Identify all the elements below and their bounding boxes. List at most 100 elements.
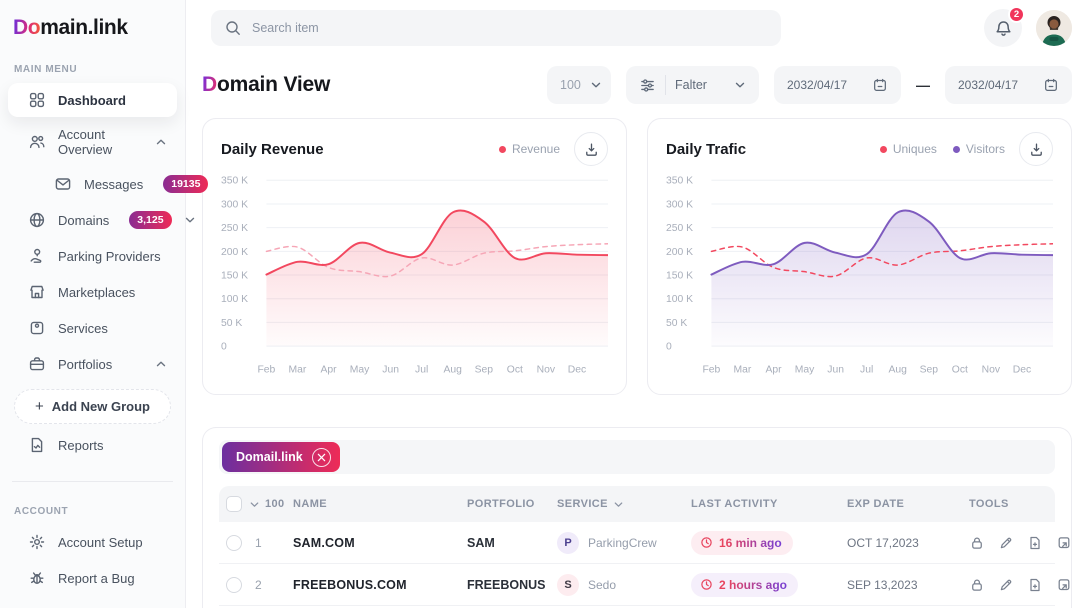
globe-icon [28,211,46,229]
svg-text:150 K: 150 K [221,270,248,281]
daily-traffic-chart: 350 K 300 K 250 K 200 K 150 K 100 K 50 K 0 Feb Ma… [666,176,1053,376]
row-checkbox[interactable] [226,534,242,551]
remove-chip-button[interactable] [311,447,331,467]
download-button[interactable] [574,132,608,166]
domain-name-cell: FREEBONUS.COM [293,577,407,592]
svg-text:Jun: Jun [827,365,844,376]
lock-button[interactable] [969,535,985,551]
user-avatar[interactable] [1036,10,1072,46]
row-checkbox[interactable] [226,576,242,593]
calendar-icon [872,77,888,93]
services-box-icon [28,319,46,337]
activity-pill: 2 hours ago [691,572,799,597]
svg-text:Feb: Feb [702,365,720,376]
svg-text:Mar: Mar [289,365,307,376]
svg-text:150 K: 150 K [666,270,693,281]
domain-filter-chip: Domail.link [222,442,340,472]
edit-button[interactable] [998,535,1014,551]
topbar: 2 [202,0,1072,56]
sidebar-item-label: Report a Bug [58,570,135,586]
date-to-input[interactable]: 2032/04/17 [945,66,1072,104]
sidebar-item-label: Marketplaces [58,284,136,300]
sidebar-item-portfolios[interactable]: Portfolios [8,347,177,381]
svg-text:50 K: 50 K [221,318,242,329]
search-bar[interactable] [211,10,781,46]
service-cell: S Sedo [557,573,691,596]
chart-title: Daily Trafic [666,140,747,158]
svg-text:Aug: Aug [889,365,908,376]
svg-text:0: 0 [666,342,672,353]
bug-icon [28,569,46,587]
svg-text:100 K: 100 K [221,294,248,305]
table-row: 1 SAM.COM SAM P ParkingCrew 16 min ago O… [219,522,1070,564]
edit-button[interactable] [998,577,1014,593]
select-all-checkbox[interactable] [226,496,242,512]
daily-traffic-card: Daily Trafic Uniques Visitors 350 K 300 K 2… [647,118,1072,395]
search-input[interactable] [252,21,768,35]
portfolio-cell: FREEBONUS [467,577,546,592]
page-title-rest: omain View [216,73,331,96]
sidebar-item-reports[interactable]: Reports [8,428,177,462]
page-size-value: 100 [560,78,581,92]
download-button[interactable] [1019,132,1053,166]
column-header-service[interactable]: SERVICE [557,498,691,510]
file-export-button[interactable] [1056,577,1072,593]
svg-text:200 K: 200 K [221,247,248,258]
column-header-count[interactable]: 100 [249,498,293,510]
column-header-name: NAME [293,498,327,510]
calendar-icon [1043,77,1059,93]
page-size-select[interactable]: 100 [547,66,611,104]
chevron-down-icon [613,499,624,510]
svg-text:Oct: Oct [507,365,523,376]
tools-cell [969,535,1072,551]
sidebar-item-account-overview[interactable]: Account Overview [8,119,177,165]
svg-text:Dec: Dec [1013,365,1031,376]
sidebar-item-dashboard[interactable]: Dashboard [8,83,177,117]
file-plus-icon [1030,578,1040,591]
svg-text:Sep: Sep [920,365,939,376]
exp-date-cell: OCT 17,2023 [847,535,919,550]
svg-text:350 K: 350 K [666,176,693,187]
svg-text:Sep: Sep [475,365,494,376]
divider [665,75,666,95]
domains-table-card: Domail.link 100 NAME PORTFOLIO SERVICE L… [202,427,1072,608]
sidebar-item-messages[interactable]: Messages 19135 [8,167,209,201]
chart-legend: Uniques Visitors [879,142,1005,156]
sidebar-item-report-bug[interactable]: Report a Bug [8,561,177,595]
svg-text:250 K: 250 K [666,223,693,234]
chip-label: Domail.link [236,450,303,464]
add-group-label: Add New Group [51,399,150,414]
main-content: 2 Domain View 100 [186,0,1088,608]
sidebar-item-label: Reports [58,437,104,453]
file-export-icon [1058,578,1070,590]
file-add-button[interactable] [1027,535,1043,551]
lock-button[interactable] [969,577,985,593]
svg-text:Aug: Aug [444,365,463,376]
file-add-button[interactable] [1027,577,1043,593]
dashboard-icon [28,91,46,109]
sidebar-item-account-setup[interactable]: Account Setup [8,525,177,559]
svg-text:Jun: Jun [382,365,399,376]
svg-text:0: 0 [221,342,227,353]
filter-select[interactable]: Falter [626,66,759,104]
notifications-button[interactable]: 2 [984,6,1025,47]
svg-text:100 K: 100 K [666,294,693,305]
last-activity-cell: 16 min ago [691,530,847,555]
add-new-group-button[interactable]: + Add New Group [14,389,171,424]
filter-label: Falter [675,78,707,92]
file-export-button[interactable] [1056,535,1072,551]
sidebar-item-marketplaces[interactable]: Marketplaces [8,275,177,309]
svg-text:May: May [795,365,815,376]
lock-icon [972,579,982,591]
daily-revenue-card: Daily Revenue Revenue 350 K 300 K 250 K 200… [202,118,627,395]
svg-text:Oct: Oct [952,365,968,376]
sidebar-item-services[interactable]: Services [8,311,177,345]
storefront-icon [28,283,46,301]
date-from-input[interactable]: 2032/04/17 [774,66,901,104]
logo-rest-part: main.link [40,16,128,39]
sidebar-item-domains[interactable]: Domains 3,125 [8,203,194,237]
gear-icon [28,533,46,551]
svg-text:200 K: 200 K [666,247,693,258]
sidebar-item-parking-providers[interactable]: Parking Providers [8,239,177,273]
svg-text:50 K: 50 K [666,318,687,329]
